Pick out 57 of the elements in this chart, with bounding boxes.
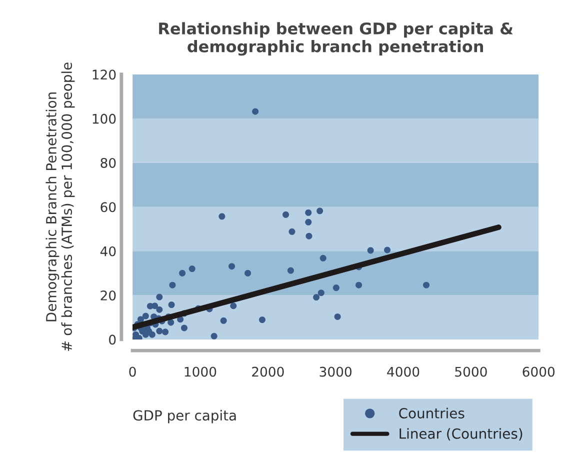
point [156,294,163,300]
x-tick-label: 5000 [455,366,487,377]
point [367,247,374,254]
point [168,302,175,308]
point [180,324,188,332]
x-tick-label: 4000 [387,366,420,377]
x-axis-title: GDP per capita [133,410,236,424]
legend-label: Linear (Countries) [400,428,522,441]
y-tick-label: 20 [100,290,116,300]
x-tick-label: 0 [129,366,136,377]
point [318,290,324,296]
point [282,211,290,218]
point [288,228,296,235]
y-tick-label: 60 [100,202,116,212]
point [244,270,252,276]
x-tick-label: 3000 [320,366,352,377]
point [306,232,312,240]
point [332,284,340,292]
x-tick-label: 1000 [184,366,216,377]
point [152,302,158,310]
point [210,332,218,340]
point [230,302,237,310]
legend-label: Countries [399,408,464,418]
point [423,282,430,288]
point [179,270,186,276]
point [220,317,227,324]
point [228,263,236,270]
y-tick-label: 0 [109,334,116,345]
point [218,213,226,220]
point [384,246,391,254]
y-tick-label: 80 [100,158,116,168]
point [188,266,196,272]
x-tick-label: 6000 [522,366,555,377]
point [356,282,362,288]
point [305,209,312,216]
point [142,312,149,320]
point [334,313,341,320]
point [169,282,176,288]
point [156,306,163,313]
point [305,218,312,226]
point [287,267,294,274]
point [168,319,174,326]
point [156,328,163,334]
point [162,328,169,336]
y-tick-label: 40 [100,246,116,256]
point [320,254,326,262]
point [313,294,320,301]
point [316,208,324,214]
point [137,316,144,323]
y-axis-title: Demographic Branch Penetration # of branches (ATMs) per 100,000 people [46,62,75,351]
y-tick-label: 100 [92,114,116,124]
point [252,108,259,115]
x-tick-label: 2000 [252,366,284,377]
point [146,328,152,335]
chart-title: Relationship between GDP per capita & demographic branch penetration [159,22,513,56]
y-tick-label: 120 [92,70,116,80]
point [258,316,266,324]
